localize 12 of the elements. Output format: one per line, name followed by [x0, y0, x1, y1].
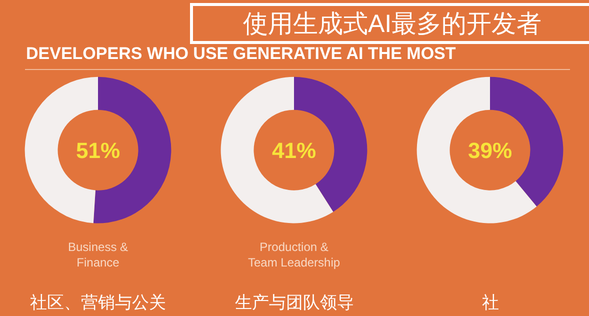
donut-slice — [416, 76, 537, 224]
text: Production & Team Leadership — [248, 240, 340, 270]
text: 41% — [272, 138, 316, 163]
chart-title: 使用生成式AI最多的开发者 — [190, 3, 589, 44]
text: 51% — [76, 138, 120, 163]
text: Business & Finance — [68, 240, 128, 270]
donut-slice — [220, 76, 334, 224]
text: 生产与团队领导 — [235, 293, 354, 312]
text: 39% — [468, 138, 512, 163]
text: 社区、营销与公关 — [30, 293, 166, 312]
text: DEVELOPERS WHO USE GENERATIVE AI THE MOST — [26, 44, 456, 64]
text: 社 — [482, 293, 499, 312]
